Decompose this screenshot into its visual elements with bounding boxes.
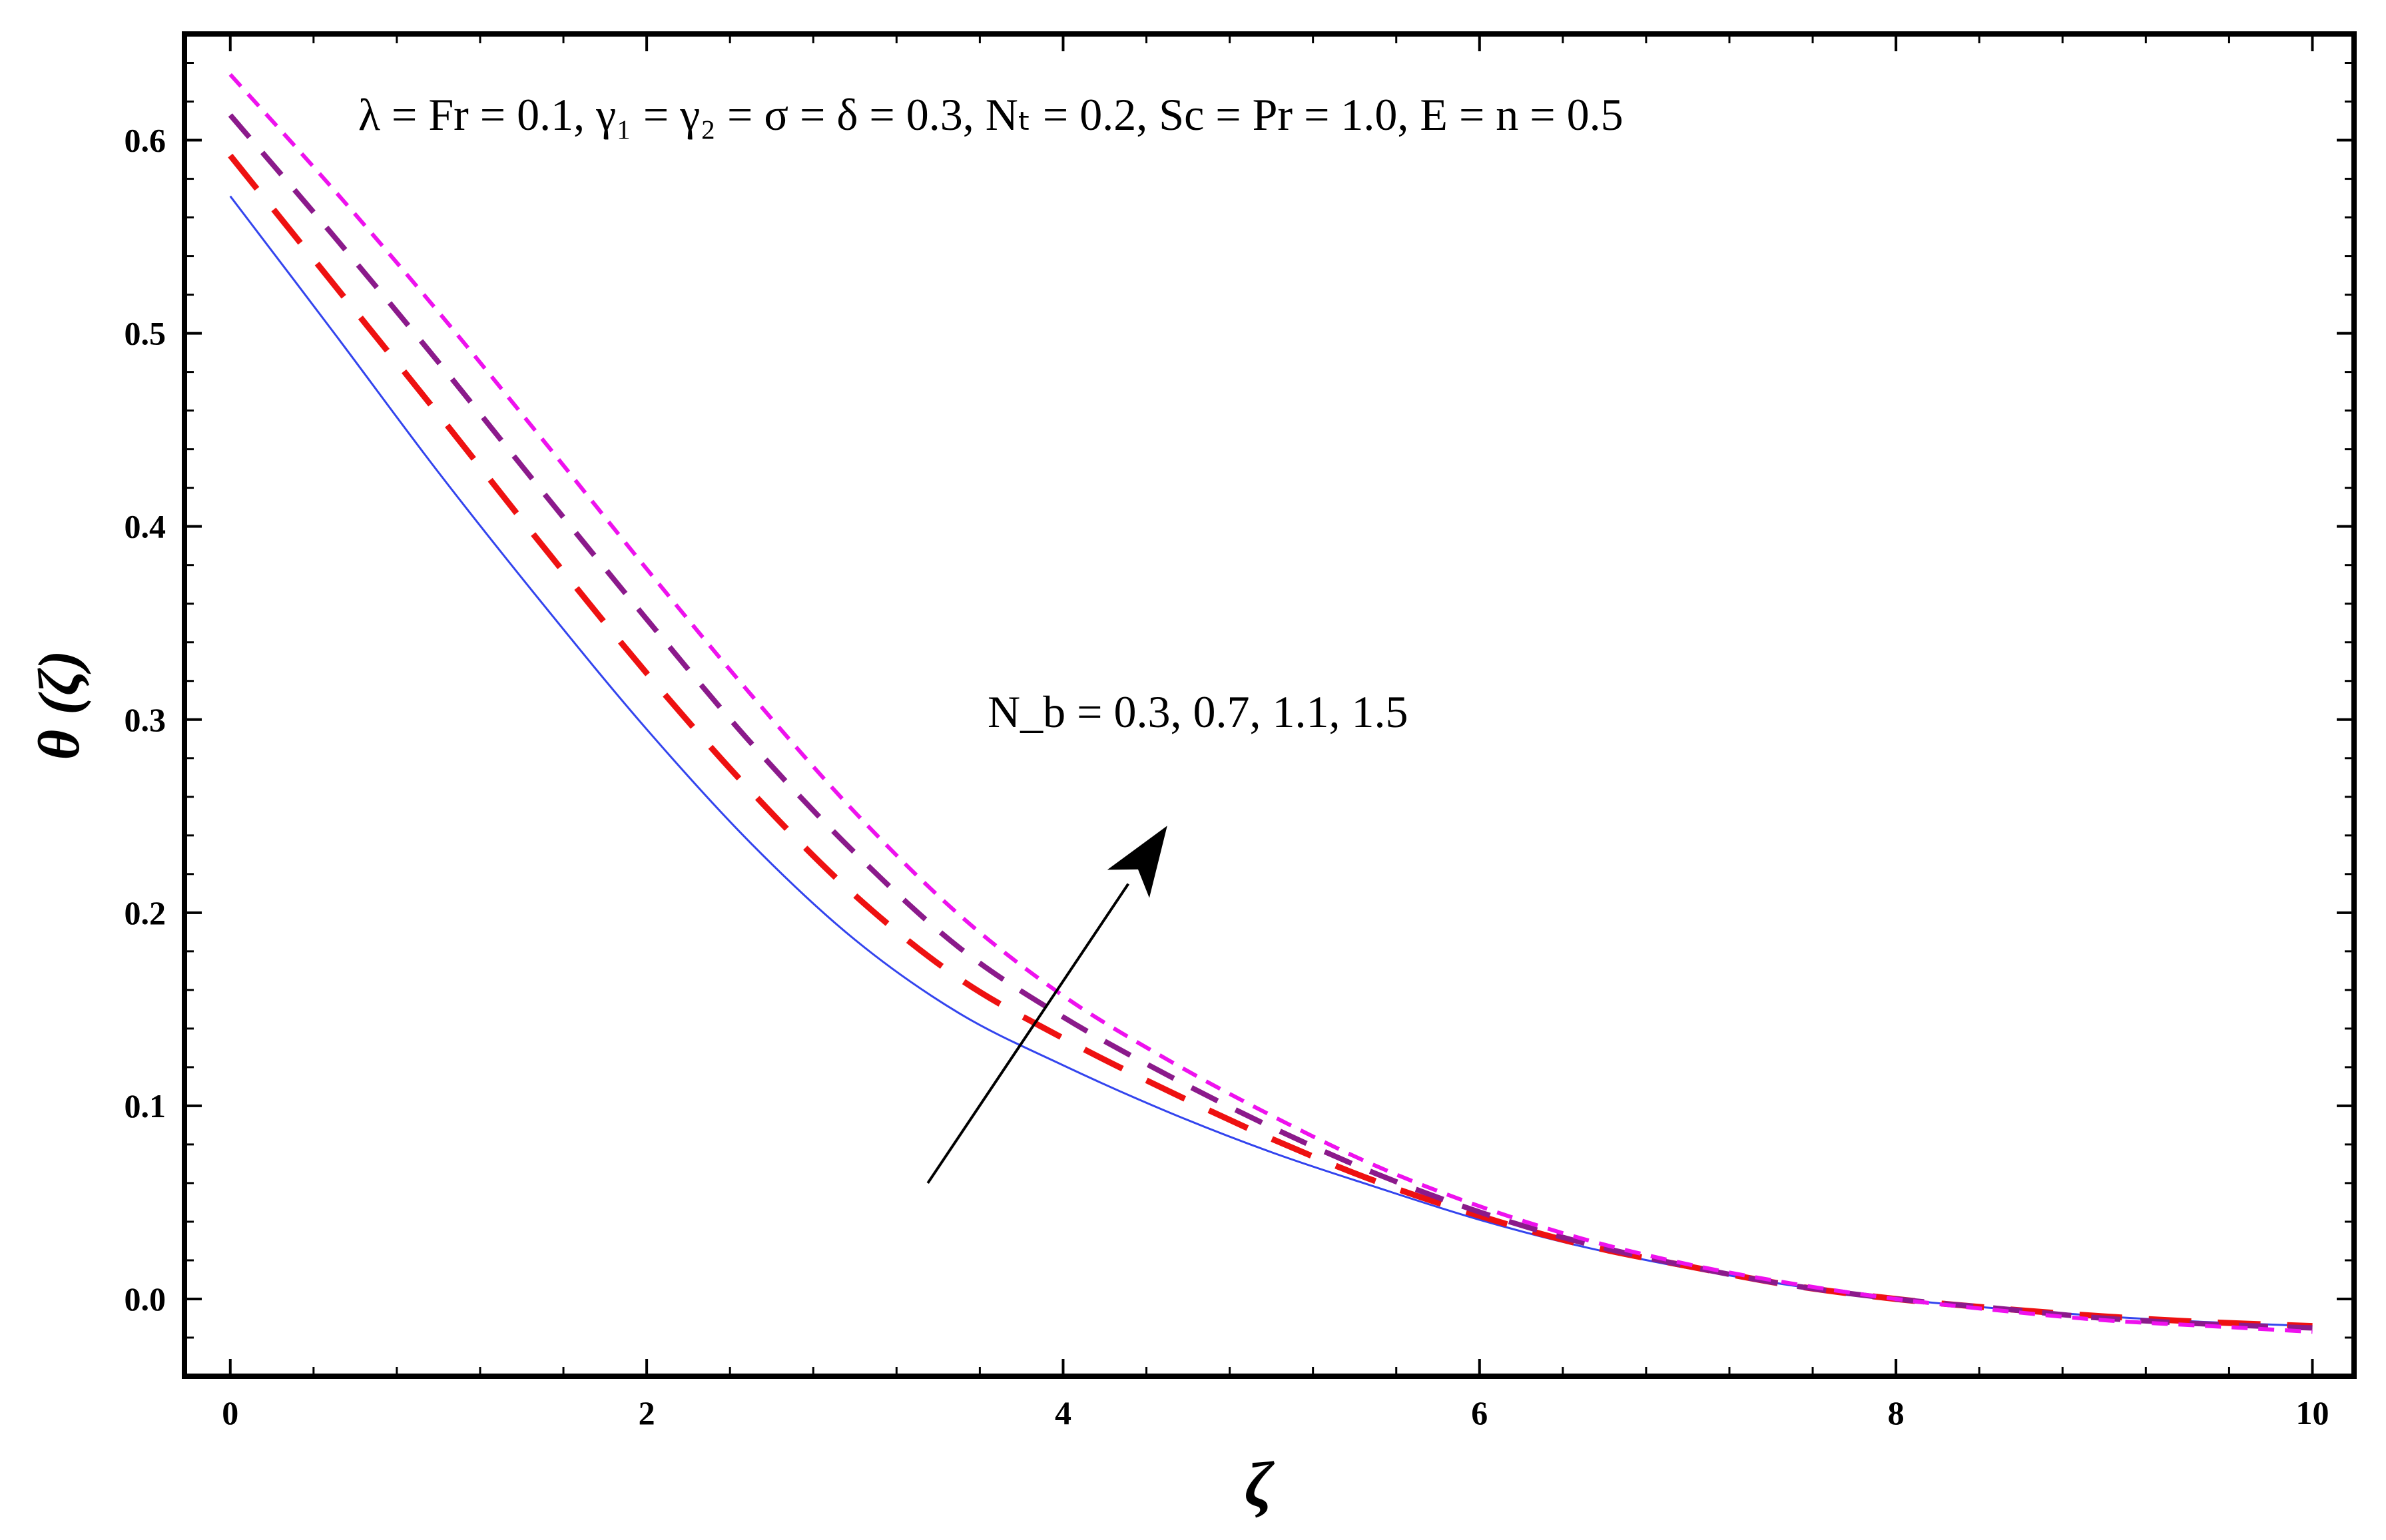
trend-arrow-head: [1107, 826, 1167, 898]
series-line-1: [229, 195, 2313, 1328]
x-tick-label: 2: [639, 1394, 655, 1431]
series-line-3: [228, 113, 2313, 1331]
plot-frame: [182, 31, 2357, 1379]
trend-arrow-line: [926, 883, 1130, 1184]
x-axis-label: ζ: [1245, 1449, 1275, 1520]
y-tick-label: 0.1: [125, 1087, 166, 1125]
y-tick-label: 0.4: [125, 508, 166, 545]
trend-arrow: [926, 826, 1167, 1184]
x-tick-label: 6: [1471, 1394, 1488, 1431]
series-line-2: [228, 153, 2313, 1330]
nb-annotation: N_b = 0.3, 0.7, 1.1, 1.5: [988, 686, 1408, 737]
x-tick-label: 8: [1888, 1394, 1905, 1431]
y-tick-labels: 0.0 0.1 0.2 0.3 0.4 0.5 0.6: [125, 122, 166, 1318]
series-layer: [228, 73, 2313, 1334]
y-tick-label: 0.2: [125, 894, 166, 931]
x-tick-labels: 0 2 4 6 8 10: [222, 1394, 2329, 1431]
y-tick-label: 0.6: [125, 122, 166, 159]
parameter-annotation: λ = Fr = 0.1, γ₁ = γ₂ = σ = δ = 0.3, Nₜ …: [358, 89, 1624, 140]
y-tick-label: 0.3: [125, 701, 166, 738]
y-axis-label: θ (ζ): [27, 650, 92, 760]
y-tick-label: 0.5: [125, 315, 166, 352]
series-line-4: [228, 73, 2313, 1334]
y-tick-label: 0.0: [125, 1280, 166, 1318]
x-tick-label: 0: [222, 1394, 238, 1431]
x-tick-label: 4: [1055, 1394, 1071, 1431]
x-tick-label: 10: [2295, 1394, 2329, 1431]
